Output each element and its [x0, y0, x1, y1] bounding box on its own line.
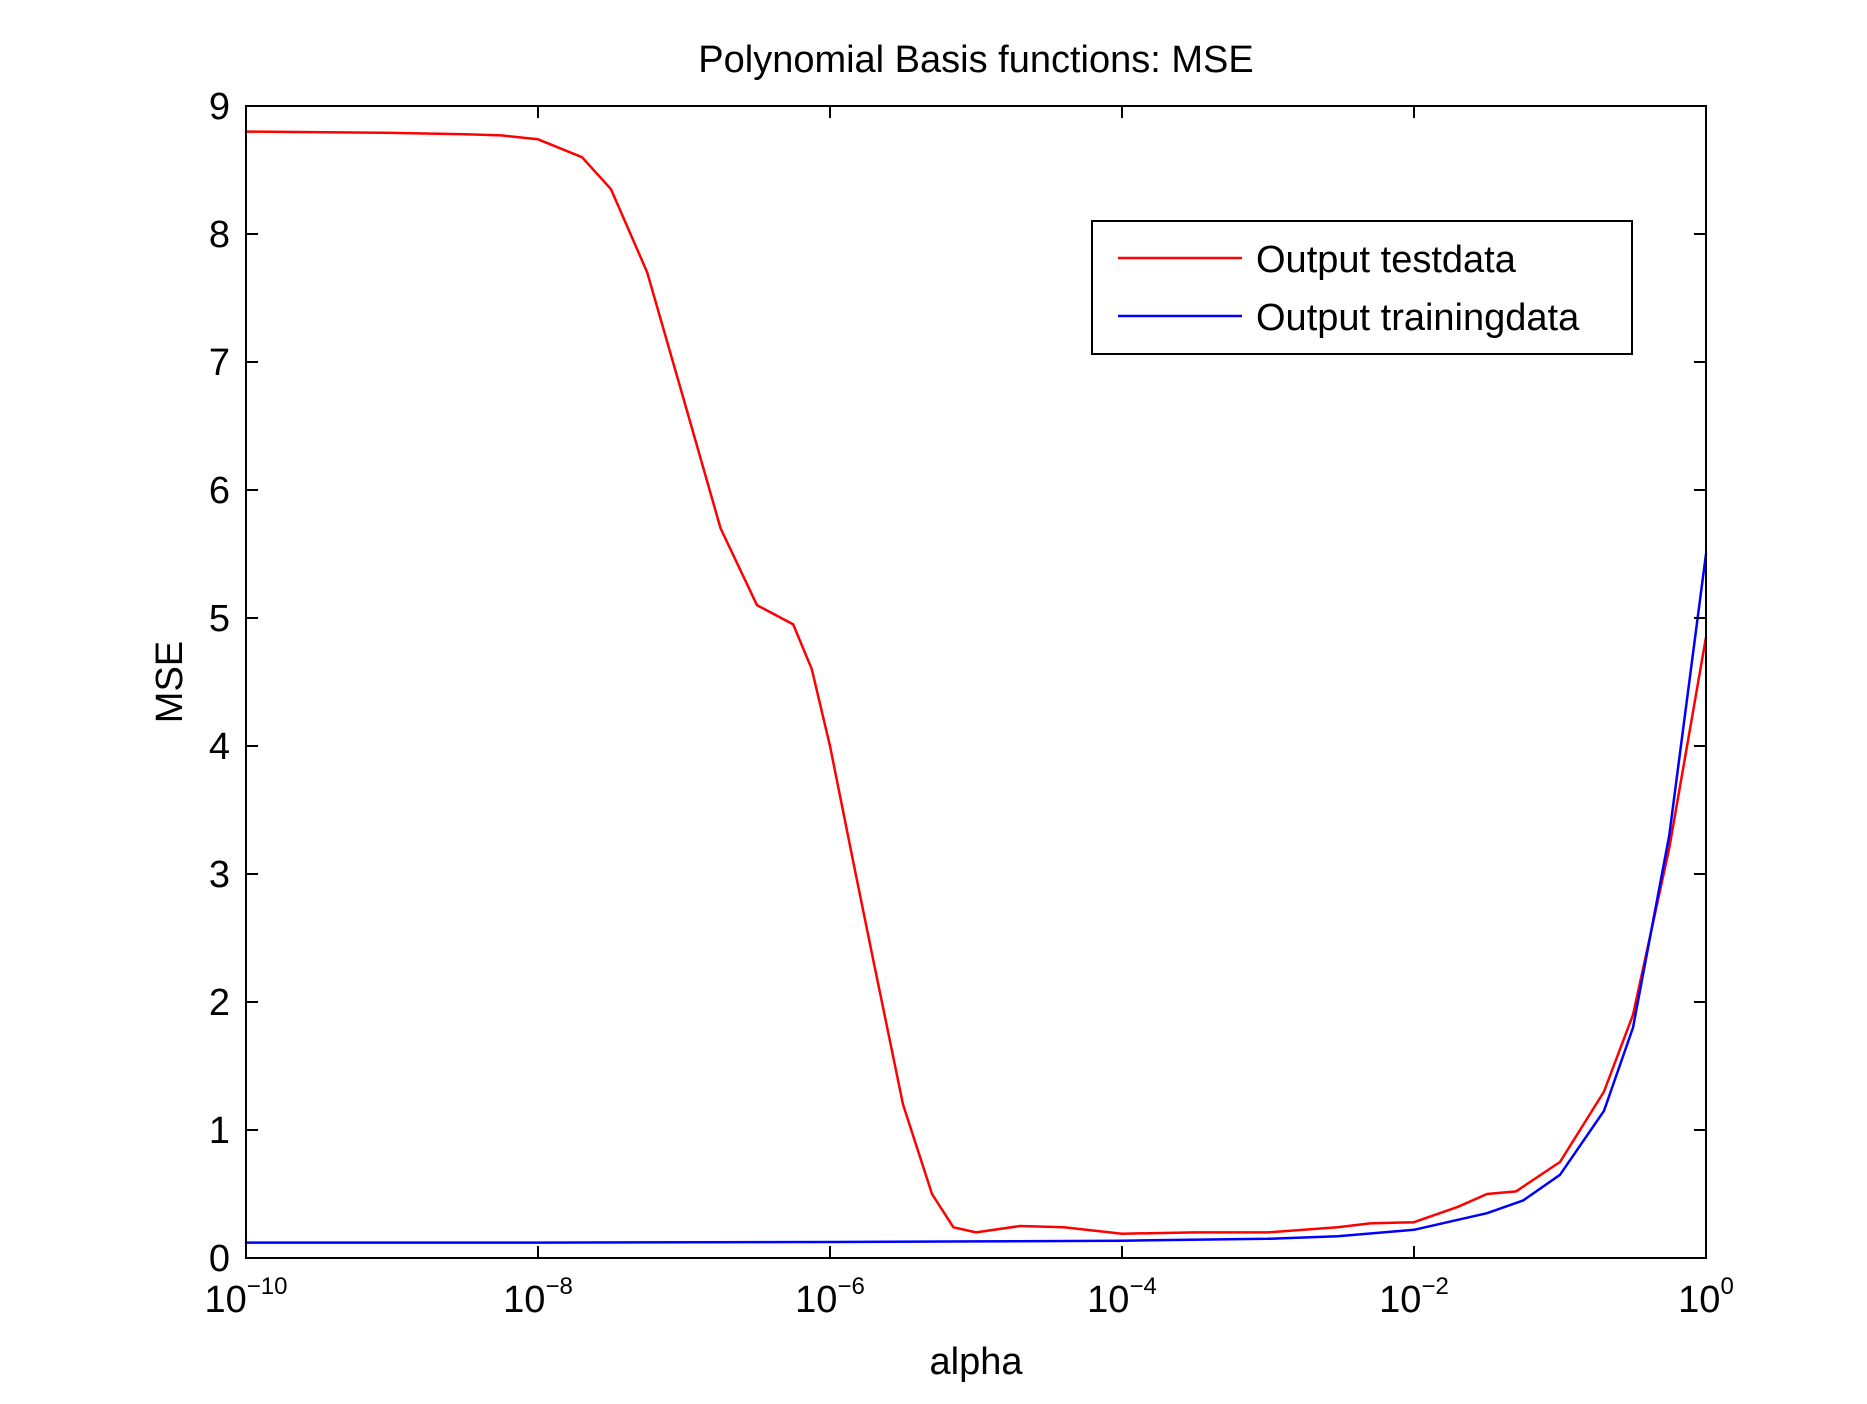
series-layer — [244, 130, 1708, 1244]
y-tick-label-0: 0 — [209, 1238, 230, 1280]
x-tick-label-5: 100 — [1678, 1273, 1734, 1321]
series-line-1 — [244, 552, 1708, 1244]
chart-title: Polynomial Basis functions: MSE — [698, 39, 1253, 81]
y-tick-label-1: 1 — [209, 1110, 230, 1152]
x-axis-label: alpha — [930, 1341, 1024, 1383]
y-tick-label-8: 8 — [209, 214, 230, 256]
y-tick-label-5: 5 — [209, 598, 230, 640]
x-tick-label-3: 10−4 — [1087, 1273, 1157, 1321]
y-axis-label: MSE — [149, 641, 191, 723]
y-tick-label-6: 6 — [209, 470, 230, 512]
legend-label-trainingdata: Output trainingdata — [1256, 297, 1580, 339]
legend-label-testdata: Output testdata — [1256, 239, 1517, 281]
x-tick-label-4: 10−2 — [1379, 1273, 1449, 1321]
ticks-layer: 10−10 10−8 10−6 10−4 10−2 100 0 1 2 3 4 5 6 7 8 9 — [205, 86, 1734, 1321]
x-tick-label-1: 10−8 — [503, 1273, 573, 1321]
series-line-0 — [244, 130, 1708, 1235]
x-tick-label-2: 10−6 — [795, 1273, 865, 1321]
x-tick-label-0: 10−10 — [205, 1273, 288, 1321]
plot-frame — [245, 105, 1707, 1259]
y-tick-label-3: 3 — [209, 854, 230, 896]
y-tick-label-7: 7 — [209, 342, 230, 384]
legend-box — [1091, 220, 1633, 355]
y-tick-label-9: 9 — [209, 86, 230, 128]
y-tick-label-2: 2 — [209, 982, 230, 1024]
y-tick-label-4: 4 — [209, 726, 230, 768]
legend: Output testdata Output trainingdata — [1091, 220, 1633, 355]
